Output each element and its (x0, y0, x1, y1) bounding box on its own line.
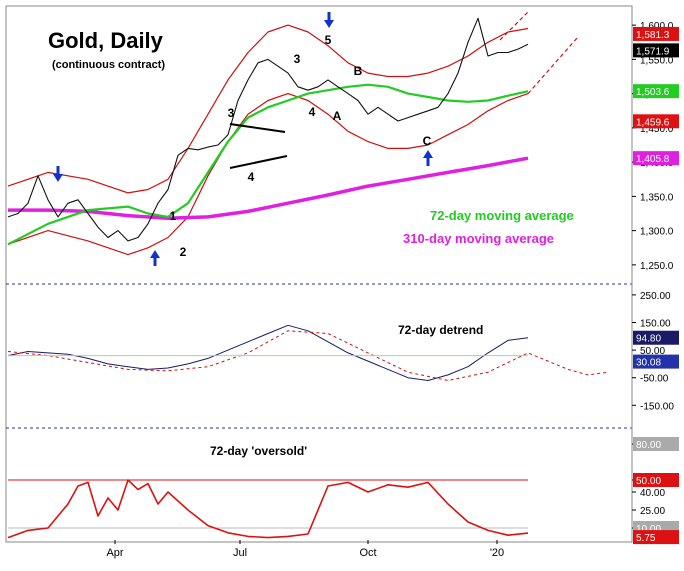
arrow-head (150, 250, 160, 258)
oversold-50-box-bg (633, 473, 679, 487)
y-tick-label: -50.00 (640, 374, 669, 385)
y-tick-label: 1,300.0 (640, 227, 674, 238)
detrend-fit-value-box-text: 30.08 (636, 358, 661, 369)
price-value-box-text: 1,571.9 (636, 46, 670, 57)
wave-label: 4 (309, 105, 316, 119)
detrend-line (7, 324, 529, 381)
ma72-value-box-text: 1,503.6 (636, 87, 670, 98)
wave-label: 4 (248, 170, 255, 184)
price-value-box-bg (633, 43, 679, 58)
oversold-80-box-text: 80.00 (636, 440, 661, 451)
price-value-box: 1,571.9 (633, 43, 679, 58)
detrend-fit-value-box-bg (633, 354, 679, 369)
upper-band-line (7, 24, 529, 194)
wave-label: C (423, 134, 432, 148)
detrend-value-box-text: 94.80 (636, 334, 661, 345)
axis-ticks: AprJulOct'201,250.01,300.01,350.01,400.0… (106, 21, 674, 559)
triangle-upper-line (229, 123, 286, 133)
y-tick-label: 1,250.0 (640, 261, 674, 272)
upper-band-value-box-bg (633, 26, 679, 41)
series-layer (7, 11, 609, 539)
lower-band-projection (527, 36, 579, 95)
y-tick-label: 40.00 (640, 488, 665, 499)
ma72-label: 72-day moving average (430, 208, 574, 223)
wave-label: B (354, 64, 363, 78)
triangle-lower-line (229, 155, 288, 169)
lower-band-value-box: 1,459.6 (633, 114, 679, 129)
ma72-value-box: 1,503.6 (633, 84, 679, 99)
oversold-title-bg (206, 443, 318, 458)
ma310-line (8, 156, 529, 221)
wave-label: 3 (294, 52, 301, 66)
chart-subtitle: (continuous contract) (52, 59, 165, 71)
y-tick-label: 25.00 (640, 506, 665, 517)
up-arrow-icon (150, 250, 160, 266)
x-tick-label: Oct (359, 547, 376, 559)
detrend-fit-line (7, 330, 609, 381)
down-arrow-icon (53, 166, 63, 182)
wave-label: 1 (170, 209, 177, 223)
upper-band-value-box-text: 1,581.3 (636, 30, 670, 41)
oversold-value-box-text: 5.75 (636, 533, 656, 544)
ma310-value-box-text: 1,405.8 (636, 154, 670, 165)
chart-title: Gold, Daily (48, 28, 164, 53)
arrow-head (423, 150, 433, 158)
detrend-fit-value-box: 30.08 (633, 354, 679, 369)
wave-label: 2 (180, 245, 187, 259)
price-line (7, 17, 529, 242)
x-tick-label: Apr (106, 547, 123, 559)
y-tick-label: 1,600.0 (640, 21, 674, 32)
ma310-value-box-bg (633, 151, 679, 166)
oversold-10-box-text: 10.00 (636, 524, 661, 535)
x-tick-label: Jul (233, 547, 247, 559)
y-tick-label: 250.00 (640, 291, 671, 302)
y-tick-label: 1,450.0 (640, 124, 674, 135)
arrow-head (53, 174, 63, 182)
ma72-value-box-bg (633, 84, 679, 99)
ma310-label: 310-day moving average (403, 231, 554, 246)
oversold-line (7, 479, 529, 539)
x-tick-label: '20 (490, 547, 504, 559)
oversold-80-box: 80.00 (633, 437, 679, 451)
ma72-line (7, 83, 529, 246)
detrend-value-box-bg (633, 330, 679, 345)
wave-label: 3 (228, 106, 235, 120)
down-arrow-icon (324, 12, 334, 28)
y-tick-label: 1,550.0 (640, 55, 674, 66)
ma310-value-box: 1,405.8 (633, 151, 679, 166)
wave-label: A (333, 109, 342, 123)
lower-band-value-box-bg (633, 114, 679, 129)
y-tick-label: 50.00 (640, 346, 665, 357)
oversold-80-box-bg (633, 437, 679, 451)
y-tick-label: 1,350.0 (640, 192, 674, 203)
detrend-title: 72-day detrend (398, 323, 483, 337)
upper-band-value-box: 1,581.3 (633, 26, 679, 41)
wave-label: 5 (325, 33, 332, 47)
oversold-value-box: 5.75 (633, 530, 679, 545)
oversold-50-box-text: 50.00 (636, 476, 661, 487)
oversold-50-box: 50.00 (633, 473, 679, 487)
oversold-title: 72-day 'oversold' (210, 444, 307, 458)
arrow-head (324, 20, 334, 28)
y-tick-label: -150.00 (640, 401, 674, 412)
y-tick-label: 150.00 (640, 319, 671, 330)
labels-layer: 1234345ABC1,581.31,571.91,503.61,459.61,… (53, 12, 679, 545)
up-arrow-icon (423, 150, 433, 166)
lower-band-value-box-text: 1,459.6 (636, 117, 670, 128)
detrend-value-box: 94.80 (633, 330, 679, 345)
oversold-value-box-bg (633, 530, 679, 545)
